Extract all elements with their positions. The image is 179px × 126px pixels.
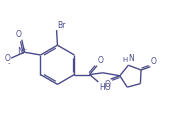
Text: N: N [129, 54, 134, 63]
Text: +: + [22, 47, 27, 52]
Text: Br: Br [57, 21, 66, 29]
Text: HO: HO [99, 83, 111, 92]
Text: O: O [98, 56, 103, 65]
Text: N: N [17, 47, 24, 56]
Text: O: O [15, 30, 21, 39]
Text: O: O [104, 80, 110, 89]
Text: O: O [5, 54, 11, 63]
Text: O: O [151, 57, 157, 66]
Text: -: - [8, 60, 11, 66]
Text: H: H [123, 57, 128, 63]
